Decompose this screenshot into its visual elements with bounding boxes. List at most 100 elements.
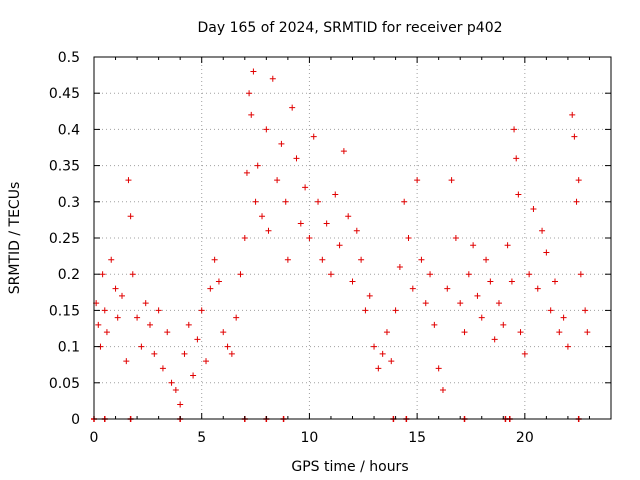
data-point [108, 256, 115, 263]
data-point [297, 220, 304, 227]
data-point [164, 329, 171, 336]
data-point [228, 350, 235, 357]
data-point [243, 169, 250, 176]
data-point [112, 285, 119, 292]
x-tick-label: 10 [301, 430, 319, 446]
data-point [151, 350, 158, 357]
y-tick-label: 0.25 [49, 231, 80, 247]
data-point [526, 271, 533, 278]
data-point [293, 155, 300, 162]
data-point [564, 343, 571, 350]
data-point [379, 350, 386, 357]
y-tick-labels: 0 0.05 0.1 0.15 0.2 0.25 0.3 0.35 0.4 0.45 0.5 [49, 50, 80, 428]
data-point [327, 271, 334, 278]
data-point [241, 235, 248, 241]
y-tick-label: 0.15 [49, 303, 80, 319]
data-point [388, 358, 395, 365]
y-tick-label: 0.5 [58, 50, 80, 66]
data-point [551, 278, 558, 285]
data-point [127, 213, 134, 220]
data-point [573, 198, 580, 205]
data-point [224, 343, 231, 350]
data-point [310, 133, 317, 140]
data-point [123, 358, 130, 365]
y-tick-label: 0.2 [58, 267, 80, 283]
data-point [263, 126, 270, 133]
data-point [336, 242, 343, 249]
data-point [220, 329, 227, 336]
data-point [138, 343, 145, 350]
data-point [431, 321, 438, 328]
data-point [99, 271, 106, 278]
data-point [203, 358, 210, 365]
data-point [504, 242, 511, 249]
data-point [274, 177, 281, 184]
data-point [101, 307, 108, 314]
data-point [474, 292, 481, 299]
data-point [495, 300, 502, 307]
data-point [211, 256, 218, 263]
data-point [332, 191, 339, 198]
data-point [515, 191, 522, 198]
data-point [571, 133, 578, 140]
data-point [439, 387, 446, 394]
data-point [511, 126, 518, 133]
data-point [371, 343, 378, 350]
data-point [560, 314, 567, 321]
axis-ticks [93, 56, 611, 420]
data-point [444, 285, 451, 292]
data-point [584, 329, 591, 336]
data-point [252, 198, 259, 205]
data-point [392, 307, 399, 314]
data-point [248, 111, 255, 118]
data-point [465, 271, 472, 278]
data-point [119, 292, 126, 299]
y-tick-label: 0.3 [58, 195, 80, 211]
data-point [125, 177, 132, 184]
data-point [233, 314, 240, 321]
data-point [95, 321, 102, 328]
data-point [129, 271, 136, 278]
data-point [168, 379, 175, 386]
data-point [530, 206, 537, 213]
data-point [315, 198, 322, 205]
y-tick-label: 0 [71, 412, 80, 428]
data-point [306, 235, 313, 241]
data-point [500, 321, 507, 328]
data-point [539, 227, 546, 234]
x-axis-label: GPS time / hours [291, 459, 408, 475]
data-point [575, 177, 582, 184]
data-point [323, 220, 330, 227]
data-point [155, 307, 162, 314]
data-point [422, 300, 429, 307]
x-tick-labels: 0 5 10 15 20 [90, 430, 534, 446]
chart-title: Day 165 of 2024, SRMTID for receiver p40… [197, 20, 502, 36]
data-point [250, 68, 257, 75]
data-point [103, 329, 110, 336]
data-point [185, 321, 192, 328]
data-point [198, 307, 205, 314]
data-point [517, 329, 524, 336]
data-point [414, 177, 421, 184]
data-point [556, 329, 563, 336]
data-point [269, 75, 276, 82]
data-point [134, 314, 141, 321]
data-point [409, 285, 416, 292]
data-point [284, 256, 291, 263]
data-point [142, 300, 149, 307]
data-point [353, 227, 360, 234]
x-tick-label: 0 [90, 430, 99, 446]
data-point [491, 336, 498, 343]
y-tick-label: 0.35 [49, 159, 80, 175]
data-point [547, 307, 554, 314]
data-point [487, 278, 494, 285]
data-point [319, 256, 326, 263]
y-tick-label: 0.45 [49, 86, 80, 102]
data-point [159, 365, 166, 372]
data-point [265, 227, 272, 234]
data-point [483, 256, 490, 263]
data-point [427, 271, 434, 278]
data-point [254, 162, 261, 169]
data-point [418, 256, 425, 263]
plot-border [93, 56, 612, 420]
